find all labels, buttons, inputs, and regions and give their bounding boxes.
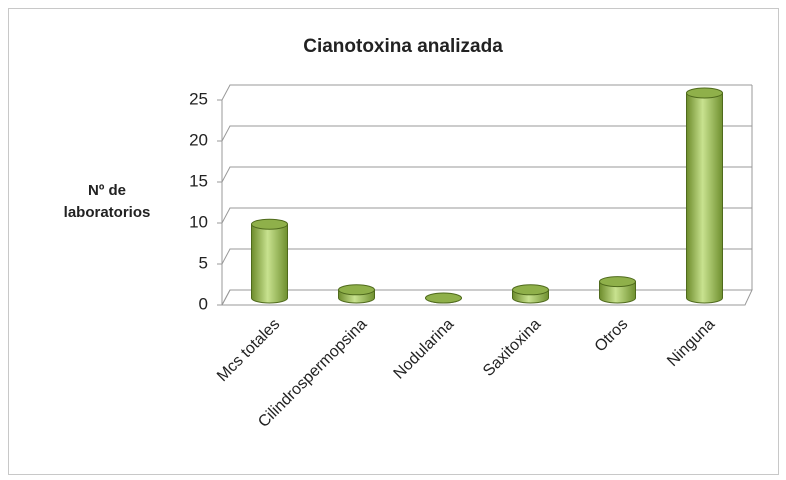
grid-line	[221, 248, 752, 265]
y-tick-label: 15	[189, 171, 208, 190]
bar-top	[251, 218, 288, 230]
x-tick-label: Otros	[592, 316, 632, 356]
y-tick-label: 20	[189, 130, 208, 149]
bar	[599, 276, 636, 304]
bar	[424, 292, 463, 304]
bar-top	[686, 87, 723, 99]
bar-body	[686, 92, 723, 304]
x-tick-label: Ninguna	[664, 316, 718, 370]
bar-top	[425, 292, 462, 304]
bar-body	[599, 281, 636, 304]
x-tick-label: Nodularina	[391, 316, 458, 383]
grid-line	[221, 289, 752, 306]
y-tick-label: 10	[189, 212, 208, 231]
floor	[221, 289, 753, 306]
grid-line	[221, 166, 752, 183]
bar-top	[599, 276, 636, 288]
y-axis-label: Nº de laboratorios	[63, 182, 151, 221]
chart-border	[8, 8, 779, 475]
chart-title: Cianotoxina analizada	[303, 36, 503, 57]
x-tick-label: Saxitoxina	[480, 316, 544, 380]
y-tick-label: 5	[199, 253, 208, 272]
bar	[512, 284, 549, 304]
bar	[686, 87, 723, 304]
grid-line	[221, 207, 752, 224]
x-tick-label: Mcs totales	[214, 316, 283, 385]
bar-top	[338, 284, 375, 296]
y-tick-label: 25	[189, 89, 208, 108]
y-tick-label: 0	[199, 294, 208, 313]
bar-body	[251, 223, 288, 304]
bar	[338, 284, 375, 304]
grid-line	[221, 84, 752, 101]
bar	[251, 218, 288, 304]
bar-top	[512, 284, 549, 296]
grid-line	[221, 125, 752, 142]
